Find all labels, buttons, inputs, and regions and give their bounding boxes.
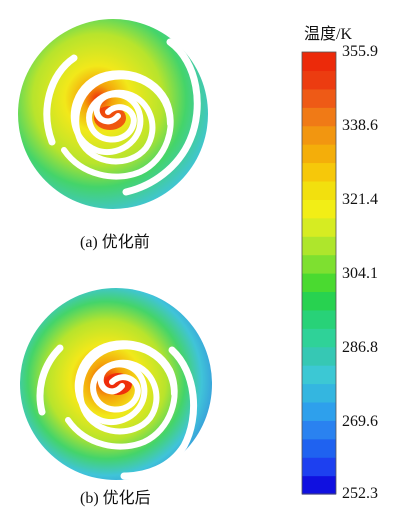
colorbar-band bbox=[302, 199, 336, 219]
panel-b-outer-arc bbox=[120, 346, 198, 480]
colorbar-band bbox=[302, 420, 336, 440]
colorbar-tick-label: 304.1 bbox=[342, 265, 378, 282]
colorbar-band bbox=[302, 457, 336, 477]
colorbar-title: 温度/K bbox=[304, 26, 353, 43]
colorbar-band bbox=[302, 328, 336, 348]
colorbar-band bbox=[302, 162, 336, 182]
panel-a-scroll-wrap-inner bbox=[73, 73, 173, 165]
panel-b-scroll-wrap-inner bbox=[77, 343, 177, 435]
panel-a bbox=[18, 19, 208, 209]
colorbar-band bbox=[302, 52, 336, 72]
panel-a-left-arc bbox=[43, 54, 78, 146]
colorbar-tick-label: 252.3 bbox=[342, 485, 378, 502]
panel-b bbox=[20, 288, 212, 480]
panel-a-scroll-wrap bbox=[43, 38, 201, 196]
colorbar-band bbox=[302, 401, 336, 421]
colorbar-tick-label: 355.9 bbox=[342, 43, 378, 60]
colorbar-band bbox=[302, 438, 336, 458]
colorbar-band bbox=[302, 217, 336, 237]
colorbar-band bbox=[302, 346, 336, 366]
colorbar bbox=[301, 51, 337, 495]
colorbar-band bbox=[302, 309, 336, 329]
colorbar-tick-label: 269.6 bbox=[342, 413, 378, 430]
panel-a-hotspot bbox=[94, 106, 126, 130]
colorbar-frame bbox=[301, 51, 337, 495]
colorbar-tick-label: 321.4 bbox=[342, 191, 378, 208]
colorbar-band bbox=[302, 273, 336, 293]
colorbar-tick-label: 286.8 bbox=[342, 339, 378, 356]
caption-panel-a: (a) 优化前 bbox=[80, 234, 150, 251]
colorbar-band bbox=[302, 236, 336, 256]
panel-b-scroll-wrap-outer bbox=[65, 340, 178, 450]
colorbar-band bbox=[302, 125, 336, 145]
colorbar-band bbox=[302, 383, 336, 403]
colorbar-band bbox=[302, 475, 336, 495]
panel-a-outer-arc bbox=[122, 38, 201, 196]
colorbar-band bbox=[302, 144, 336, 164]
colorbar-band bbox=[302, 291, 336, 311]
colorbar-band bbox=[302, 254, 336, 274]
caption-panel-b: (b) 优化后 bbox=[80, 490, 151, 507]
colorbar-band bbox=[302, 365, 336, 385]
colorbar-band bbox=[302, 180, 336, 200]
panel-b-scroll-wrap bbox=[36, 340, 198, 480]
colorbar-band bbox=[302, 70, 336, 90]
colorbar-band bbox=[302, 88, 336, 108]
panel-a-scroll-wrap-outer bbox=[61, 70, 174, 180]
panel-b-left-arc bbox=[36, 344, 64, 416]
colorbar-tick-label: 338.6 bbox=[342, 117, 378, 134]
colorbar-band bbox=[302, 107, 336, 127]
